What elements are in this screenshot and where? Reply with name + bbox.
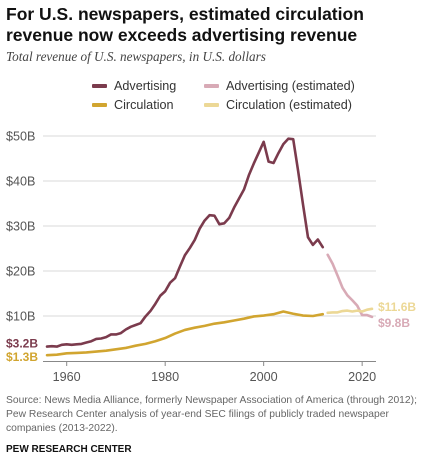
value-label-advertising-start: $3.2B: [6, 337, 38, 351]
x-tick-label: 1960: [53, 370, 81, 384]
y-tick-label: $20B: [6, 265, 35, 279]
value-label-circulation-start: $1.3B: [6, 350, 38, 364]
legend-item-advertising: Advertising: [92, 79, 176, 93]
chart-title: For U.S. newspapers, estimated circulati…: [6, 4, 364, 45]
x-tick-label: 2020: [348, 370, 376, 384]
legend-label-circulation-estimated: Circulation (estimated): [226, 98, 352, 112]
legend-swatch-advertising: [92, 84, 107, 88]
value-label-advertising-end: $9.8B: [378, 316, 410, 330]
value-label-circulation-end: $11.6B: [378, 300, 416, 314]
legend-label-advertising-estimated: Advertising (estimated): [226, 79, 355, 93]
y-tick-label: $40B: [6, 175, 35, 189]
chart-legend: Advertising Advertising (estimated) Circ…: [0, 0, 426, 120]
series-line-advertising: [45, 137, 325, 348]
legend-swatch-advertising-estimated: [204, 84, 219, 88]
x-tick-label: 2000: [250, 370, 278, 384]
chart-subtitle: Total revenue of U.S. newspapers, in U.S…: [6, 49, 266, 64]
legend-label-advertising: Advertising: [114, 79, 177, 93]
source-note: Source: News Media Alliance, formerly Ne…: [6, 395, 417, 434]
y-tick-label: $50B: [6, 130, 35, 144]
legend-swatch-circulation: [92, 103, 107, 107]
y-tick-label: $10B: [6, 310, 35, 324]
series-line-advertising-estimated: [326, 253, 374, 319]
y-tick-label: $30B: [6, 220, 35, 234]
credit-label: PEW RESEARCH CENTER: [6, 444, 132, 455]
legend-item-advertising-estimated: Advertising (estimated): [204, 79, 355, 93]
legend-swatch-circulation-estimated: [204, 103, 219, 107]
series-line-circulation: [45, 310, 325, 357]
legend-item-circulation-estimated: Circulation (estimated): [204, 98, 352, 112]
legend-label-circulation: Circulation: [114, 98, 174, 112]
series-line-circulation-estimated: [326, 307, 374, 315]
line-chart: $10B $20B $30B $40B $50B 1960 1980 2000 2020 $3.2…: [6, 130, 416, 385]
legend-item-circulation: Circulation: [92, 98, 174, 112]
x-tick-label: 1980: [151, 370, 179, 384]
